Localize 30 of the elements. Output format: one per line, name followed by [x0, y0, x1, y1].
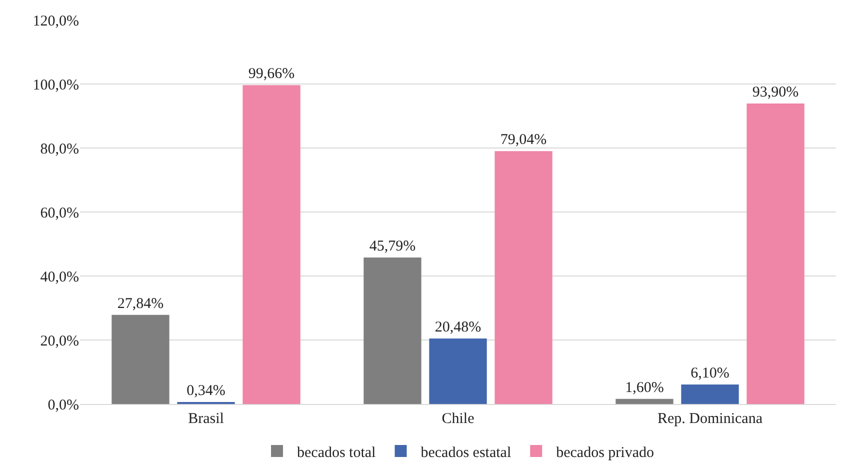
data-label: 79,04%: [500, 132, 547, 148]
bar: [242, 85, 300, 404]
bar: [746, 104, 804, 404]
legend-label: becados privado: [556, 444, 654, 461]
x-tick-label: Chile: [442, 411, 475, 427]
bar: [494, 151, 552, 404]
y-tick-label: 20,0%: [40, 333, 79, 350]
data-label: 20,48%: [434, 319, 482, 336]
data-label: 6,10%: [690, 365, 730, 382]
y-tick-label: 120,0%: [32, 13, 79, 30]
bar: [616, 398, 674, 404]
y-tick-label: 80,0%: [40, 141, 79, 158]
x-tick-label: Brasil: [188, 411, 224, 427]
data-label: 27,84%: [117, 296, 164, 312]
y-tick-label: 60,0%: [40, 205, 79, 222]
data-label: 1,60%: [625, 380, 664, 396]
data-label: 99,66%: [248, 66, 295, 82]
data-label: 93,90%: [752, 84, 799, 101]
bar: [429, 338, 487, 404]
legend-label: becados total: [297, 444, 376, 461]
y-tick-label: 0,0%: [48, 397, 79, 414]
bar: [681, 384, 739, 404]
bar: [364, 257, 422, 404]
y-tick-label: 100,0%: [32, 77, 79, 94]
bar: [112, 314, 170, 404]
data-label: 0,34%: [186, 383, 226, 399]
data-label: 45,79%: [369, 238, 416, 254]
y-tick-label: 40,0%: [40, 269, 79, 286]
legend-label: becados estatal: [420, 444, 512, 461]
x-tick-label: Rep. Dominicana: [658, 411, 763, 427]
